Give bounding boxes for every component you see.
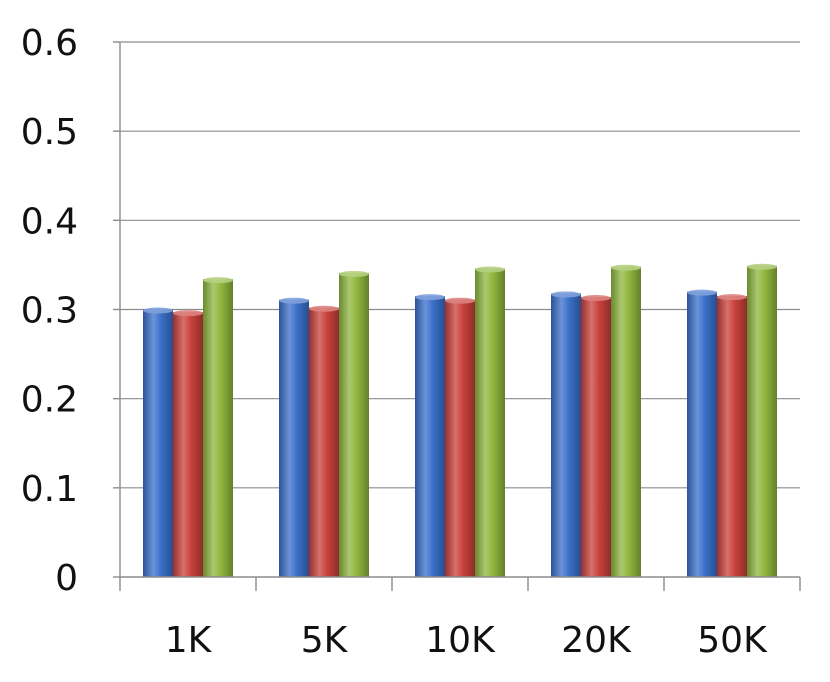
- y-tick-label: 0.5: [21, 112, 78, 153]
- bars: [143, 263, 777, 577]
- y-tick-label: 0.2: [21, 380, 78, 421]
- bar: [143, 309, 173, 577]
- bar-top-highlight: [339, 270, 369, 277]
- bar: [173, 312, 203, 577]
- axes: [113, 41, 801, 591]
- x-tick-labels: 1K 5K 10K 20K 50K: [165, 620, 768, 661]
- bar-top-highlight: [203, 277, 233, 284]
- bar: [203, 279, 233, 577]
- x-tick-label: 20K: [561, 620, 632, 661]
- bar-top-highlight: [717, 294, 747, 301]
- y-tick-labels: 0 0.1 0.2 0.3 0.4 0.5 0.6: [21, 23, 78, 599]
- bar-top-highlight: [279, 297, 309, 304]
- bar-top-highlight: [581, 295, 611, 302]
- y-tick-label: 0.4: [21, 201, 78, 242]
- bar: [581, 297, 611, 577]
- bar: [339, 272, 369, 577]
- bar-top-highlight: [687, 289, 717, 296]
- bar: [747, 265, 777, 577]
- bar: [717, 296, 747, 577]
- bar: [415, 296, 445, 577]
- bar-top-highlight: [173, 310, 203, 317]
- bar-top-highlight: [611, 264, 641, 271]
- bar: [309, 307, 339, 577]
- bar: [279, 299, 309, 577]
- bar-top-highlight: [143, 307, 173, 314]
- bar-top-highlight: [415, 294, 445, 301]
- y-tick-label: 0.6: [21, 23, 78, 64]
- bar: [611, 266, 641, 577]
- bar: [551, 293, 581, 577]
- bar-top-highlight: [309, 305, 339, 312]
- y-tick-label: 0.1: [21, 469, 78, 510]
- bar-top-highlight: [445, 297, 475, 304]
- x-tick-label: 1K: [165, 620, 213, 661]
- bar-top-highlight: [475, 266, 505, 273]
- bar-top-highlight: [747, 263, 777, 270]
- bar: [687, 291, 717, 577]
- bar: [445, 299, 475, 577]
- x-tick-label: 10K: [425, 620, 496, 661]
- x-tick-label: 5K: [301, 620, 349, 661]
- y-tick-label: 0.3: [21, 291, 78, 332]
- bar: [475, 268, 505, 577]
- x-tick-label: 50K: [697, 620, 768, 661]
- bar-top-highlight: [551, 291, 581, 298]
- y-tick-label: 0: [55, 558, 78, 599]
